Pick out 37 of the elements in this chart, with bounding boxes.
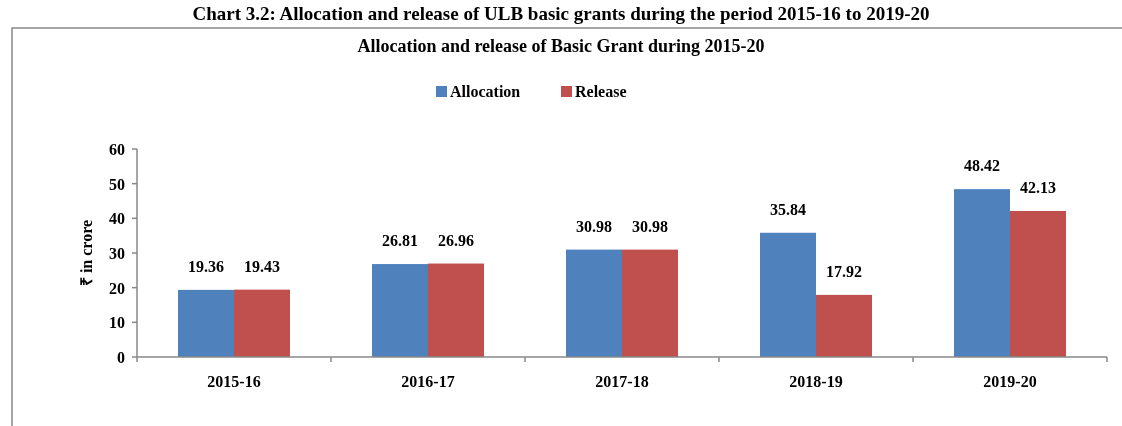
data-label: 17.92 — [826, 262, 862, 280]
y-tick-label: 60 — [109, 141, 125, 158]
y-axis-title: ₹ in crore — [78, 219, 95, 287]
bar — [954, 189, 1010, 357]
y-tick-label: 0 — [117, 349, 125, 366]
bar — [566, 249, 622, 357]
bar — [178, 289, 234, 357]
x-tick-label: 2015-16 — [207, 373, 261, 390]
data-label: 19.36 — [188, 257, 224, 275]
data-label: 48.42 — [964, 157, 1000, 175]
bar — [234, 289, 290, 357]
y-tick-label: 30 — [109, 245, 125, 262]
bar — [1010, 210, 1066, 357]
data-label: 26.96 — [438, 231, 474, 249]
bar — [622, 249, 678, 357]
caption: Chart 3.2: Allocation and release of ULB basic grants during the period 2015-16 to 2019-20 — [192, 3, 930, 24]
bar — [372, 264, 428, 357]
bar — [760, 232, 816, 357]
legend-label: Release — [575, 83, 627, 100]
bar — [428, 263, 484, 357]
data-label: 26.81 — [382, 232, 418, 250]
data-label: 42.13 — [1020, 178, 1056, 196]
x-tick-label: 2017-18 — [595, 373, 649, 390]
x-tick-label: 2018-19 — [789, 373, 843, 390]
data-label: 19.43 — [244, 257, 280, 275]
data-label: 35.84 — [770, 200, 806, 218]
y-tick-label: 20 — [109, 279, 125, 297]
data-label: 30.98 — [576, 217, 612, 235]
chart-title: Allocation and release of Basic Grant during 2015-20 — [357, 36, 765, 56]
x-tick-label: 2019-20 — [983, 373, 1037, 390]
legend-label: Allocation — [450, 83, 521, 100]
y-tick-label: 10 — [109, 314, 125, 332]
bar — [816, 294, 872, 357]
y-tick-label: 50 — [109, 175, 125, 193]
data-label: 30.98 — [632, 217, 668, 235]
y-tick-label: 40 — [109, 210, 125, 228]
x-tick-label: 2016-17 — [401, 373, 455, 390]
